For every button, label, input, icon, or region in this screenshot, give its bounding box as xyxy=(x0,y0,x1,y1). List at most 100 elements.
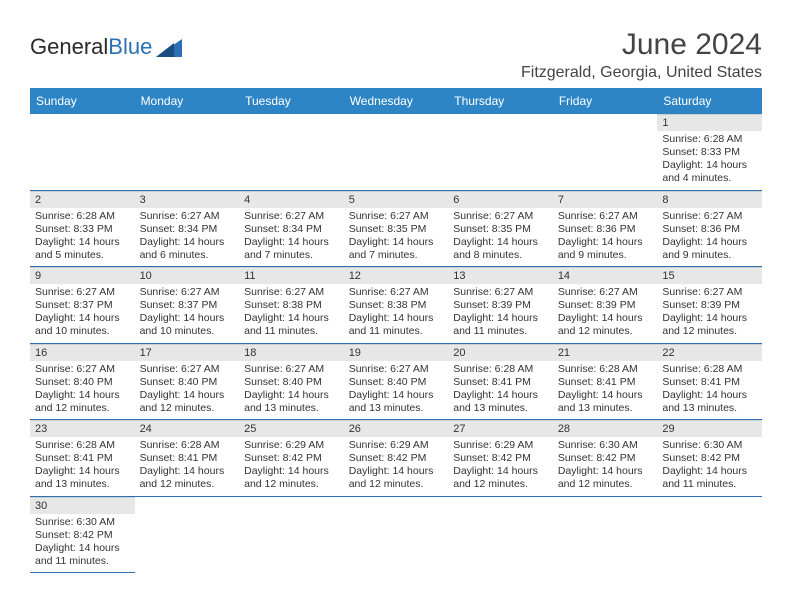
calendar-cell: 21Sunrise: 6:28 AMSunset: 8:41 PMDayligh… xyxy=(553,343,658,420)
day-number: 1 xyxy=(657,114,762,131)
calendar-cell xyxy=(344,496,449,573)
calendar-cell: 12Sunrise: 6:27 AMSunset: 8:38 PMDayligh… xyxy=(344,267,449,344)
calendar-cell: 9Sunrise: 6:27 AMSunset: 8:37 PMDaylight… xyxy=(30,267,135,344)
header: GeneralBlue June 2024 Fitzgerald, Georgi… xyxy=(30,28,762,82)
day-number: 23 xyxy=(30,420,135,437)
calendar-cell: 24Sunrise: 6:28 AMSunset: 8:41 PMDayligh… xyxy=(135,420,240,497)
day-header: Friday xyxy=(553,88,658,114)
day-text: Sunrise: 6:28 AMSunset: 8:41 PMDaylight:… xyxy=(135,437,240,496)
calendar-head: SundayMondayTuesdayWednesdayThursdayFrid… xyxy=(30,88,762,114)
calendar-cell: 22Sunrise: 6:28 AMSunset: 8:41 PMDayligh… xyxy=(657,343,762,420)
day-text: Sunrise: 6:29 AMSunset: 8:42 PMDaylight:… xyxy=(239,437,344,496)
logo-word-blue: Blue xyxy=(108,34,152,60)
title-block: June 2024 Fitzgerald, Georgia, United St… xyxy=(521,28,762,82)
day-number: 8 xyxy=(657,191,762,208)
day-text: Sunrise: 6:28 AMSunset: 8:41 PMDaylight:… xyxy=(553,361,658,420)
calendar-cell: 11Sunrise: 6:27 AMSunset: 8:38 PMDayligh… xyxy=(239,267,344,344)
day-text: Sunrise: 6:27 AMSunset: 8:34 PMDaylight:… xyxy=(135,208,240,267)
calendar-week: 9Sunrise: 6:27 AMSunset: 8:37 PMDaylight… xyxy=(30,267,762,344)
calendar-table: SundayMondayTuesdayWednesdayThursdayFrid… xyxy=(30,88,762,573)
day-text: Sunrise: 6:28 AMSunset: 8:33 PMDaylight:… xyxy=(30,208,135,267)
day-text: Sunrise: 6:27 AMSunset: 8:35 PMDaylight:… xyxy=(448,208,553,267)
calendar-cell: 14Sunrise: 6:27 AMSunset: 8:39 PMDayligh… xyxy=(553,267,658,344)
calendar-cell: 8Sunrise: 6:27 AMSunset: 8:36 PMDaylight… xyxy=(657,190,762,267)
calendar-cell: 17Sunrise: 6:27 AMSunset: 8:40 PMDayligh… xyxy=(135,343,240,420)
calendar-cell: 25Sunrise: 6:29 AMSunset: 8:42 PMDayligh… xyxy=(239,420,344,497)
calendar-week: 30Sunrise: 6:30 AMSunset: 8:42 PMDayligh… xyxy=(30,496,762,573)
day-text: Sunrise: 6:27 AMSunset: 8:40 PMDaylight:… xyxy=(239,361,344,420)
day-text: Sunrise: 6:27 AMSunset: 8:37 PMDaylight:… xyxy=(135,284,240,343)
day-text: Sunrise: 6:30 AMSunset: 8:42 PMDaylight:… xyxy=(553,437,658,496)
day-text: Sunrise: 6:27 AMSunset: 8:38 PMDaylight:… xyxy=(239,284,344,343)
calendar-cell: 28Sunrise: 6:30 AMSunset: 8:42 PMDayligh… xyxy=(553,420,658,497)
day-header: Wednesday xyxy=(344,88,449,114)
calendar-cell: 1Sunrise: 6:28 AMSunset: 8:33 PMDaylight… xyxy=(657,114,762,190)
day-number: 27 xyxy=(448,420,553,437)
day-header: Tuesday xyxy=(239,88,344,114)
day-number: 17 xyxy=(135,344,240,361)
day-text: Sunrise: 6:27 AMSunset: 8:39 PMDaylight:… xyxy=(448,284,553,343)
day-number: 21 xyxy=(553,344,658,361)
calendar-cell: 2Sunrise: 6:28 AMSunset: 8:33 PMDaylight… xyxy=(30,190,135,267)
page: GeneralBlue June 2024 Fitzgerald, Georgi… xyxy=(0,0,792,573)
day-text: Sunrise: 6:27 AMSunset: 8:38 PMDaylight:… xyxy=(344,284,449,343)
day-number: 9 xyxy=(30,267,135,284)
calendar-cell: 16Sunrise: 6:27 AMSunset: 8:40 PMDayligh… xyxy=(30,343,135,420)
day-text: Sunrise: 6:27 AMSunset: 8:39 PMDaylight:… xyxy=(553,284,658,343)
calendar-cell xyxy=(30,114,135,190)
logo: GeneralBlue xyxy=(30,28,182,60)
day-header: Monday xyxy=(135,88,240,114)
day-header: Sunday xyxy=(30,88,135,114)
calendar-cell xyxy=(239,114,344,190)
day-number: 22 xyxy=(657,344,762,361)
calendar-cell: 10Sunrise: 6:27 AMSunset: 8:37 PMDayligh… xyxy=(135,267,240,344)
day-text: Sunrise: 6:27 AMSunset: 8:36 PMDaylight:… xyxy=(553,208,658,267)
day-number: 14 xyxy=(553,267,658,284)
calendar-cell: 4Sunrise: 6:27 AMSunset: 8:34 PMDaylight… xyxy=(239,190,344,267)
calendar-cell xyxy=(657,496,762,573)
day-number: 5 xyxy=(344,191,449,208)
day-text: Sunrise: 6:28 AMSunset: 8:41 PMDaylight:… xyxy=(657,361,762,420)
calendar-week: 23Sunrise: 6:28 AMSunset: 8:41 PMDayligh… xyxy=(30,420,762,497)
day-number: 10 xyxy=(135,267,240,284)
day-text: Sunrise: 6:27 AMSunset: 8:40 PMDaylight:… xyxy=(30,361,135,420)
logo-sail-icon xyxy=(156,37,182,57)
day-number: 19 xyxy=(344,344,449,361)
day-number: 30 xyxy=(30,497,135,514)
calendar-cell: 5Sunrise: 6:27 AMSunset: 8:35 PMDaylight… xyxy=(344,190,449,267)
day-text: Sunrise: 6:29 AMSunset: 8:42 PMDaylight:… xyxy=(448,437,553,496)
calendar-cell: 20Sunrise: 6:28 AMSunset: 8:41 PMDayligh… xyxy=(448,343,553,420)
day-number: 26 xyxy=(344,420,449,437)
day-number: 18 xyxy=(239,344,344,361)
calendar-cell: 19Sunrise: 6:27 AMSunset: 8:40 PMDayligh… xyxy=(344,343,449,420)
calendar-cell xyxy=(135,496,240,573)
day-header: Saturday xyxy=(657,88,762,114)
logo-word-general: General xyxy=(30,34,108,60)
day-number: 7 xyxy=(553,191,658,208)
day-number: 28 xyxy=(553,420,658,437)
day-text: Sunrise: 6:27 AMSunset: 8:35 PMDaylight:… xyxy=(344,208,449,267)
day-text: Sunrise: 6:27 AMSunset: 8:34 PMDaylight:… xyxy=(239,208,344,267)
location: Fitzgerald, Georgia, United States xyxy=(521,64,762,82)
calendar-cell: 18Sunrise: 6:27 AMSunset: 8:40 PMDayligh… xyxy=(239,343,344,420)
day-text: Sunrise: 6:27 AMSunset: 8:40 PMDaylight:… xyxy=(344,361,449,420)
calendar-week: 16Sunrise: 6:27 AMSunset: 8:40 PMDayligh… xyxy=(30,343,762,420)
day-text: Sunrise: 6:30 AMSunset: 8:42 PMDaylight:… xyxy=(30,514,135,573)
calendar-cell: 29Sunrise: 6:30 AMSunset: 8:42 PMDayligh… xyxy=(657,420,762,497)
day-number: 3 xyxy=(135,191,240,208)
day-text: Sunrise: 6:28 AMSunset: 8:33 PMDaylight:… xyxy=(657,131,762,190)
calendar-cell: 15Sunrise: 6:27 AMSunset: 8:39 PMDayligh… xyxy=(657,267,762,344)
calendar-week: 2Sunrise: 6:28 AMSunset: 8:33 PMDaylight… xyxy=(30,190,762,267)
calendar-cell: 6Sunrise: 6:27 AMSunset: 8:35 PMDaylight… xyxy=(448,190,553,267)
day-number: 12 xyxy=(344,267,449,284)
day-text: Sunrise: 6:27 AMSunset: 8:40 PMDaylight:… xyxy=(135,361,240,420)
day-number: 29 xyxy=(657,420,762,437)
calendar-cell xyxy=(448,114,553,190)
day-number: 2 xyxy=(30,191,135,208)
day-text: Sunrise: 6:27 AMSunset: 8:36 PMDaylight:… xyxy=(657,208,762,267)
day-text: Sunrise: 6:28 AMSunset: 8:41 PMDaylight:… xyxy=(30,437,135,496)
day-number: 4 xyxy=(239,191,344,208)
day-number: 20 xyxy=(448,344,553,361)
calendar-cell xyxy=(344,114,449,190)
calendar-week: 1Sunrise: 6:28 AMSunset: 8:33 PMDaylight… xyxy=(30,114,762,190)
